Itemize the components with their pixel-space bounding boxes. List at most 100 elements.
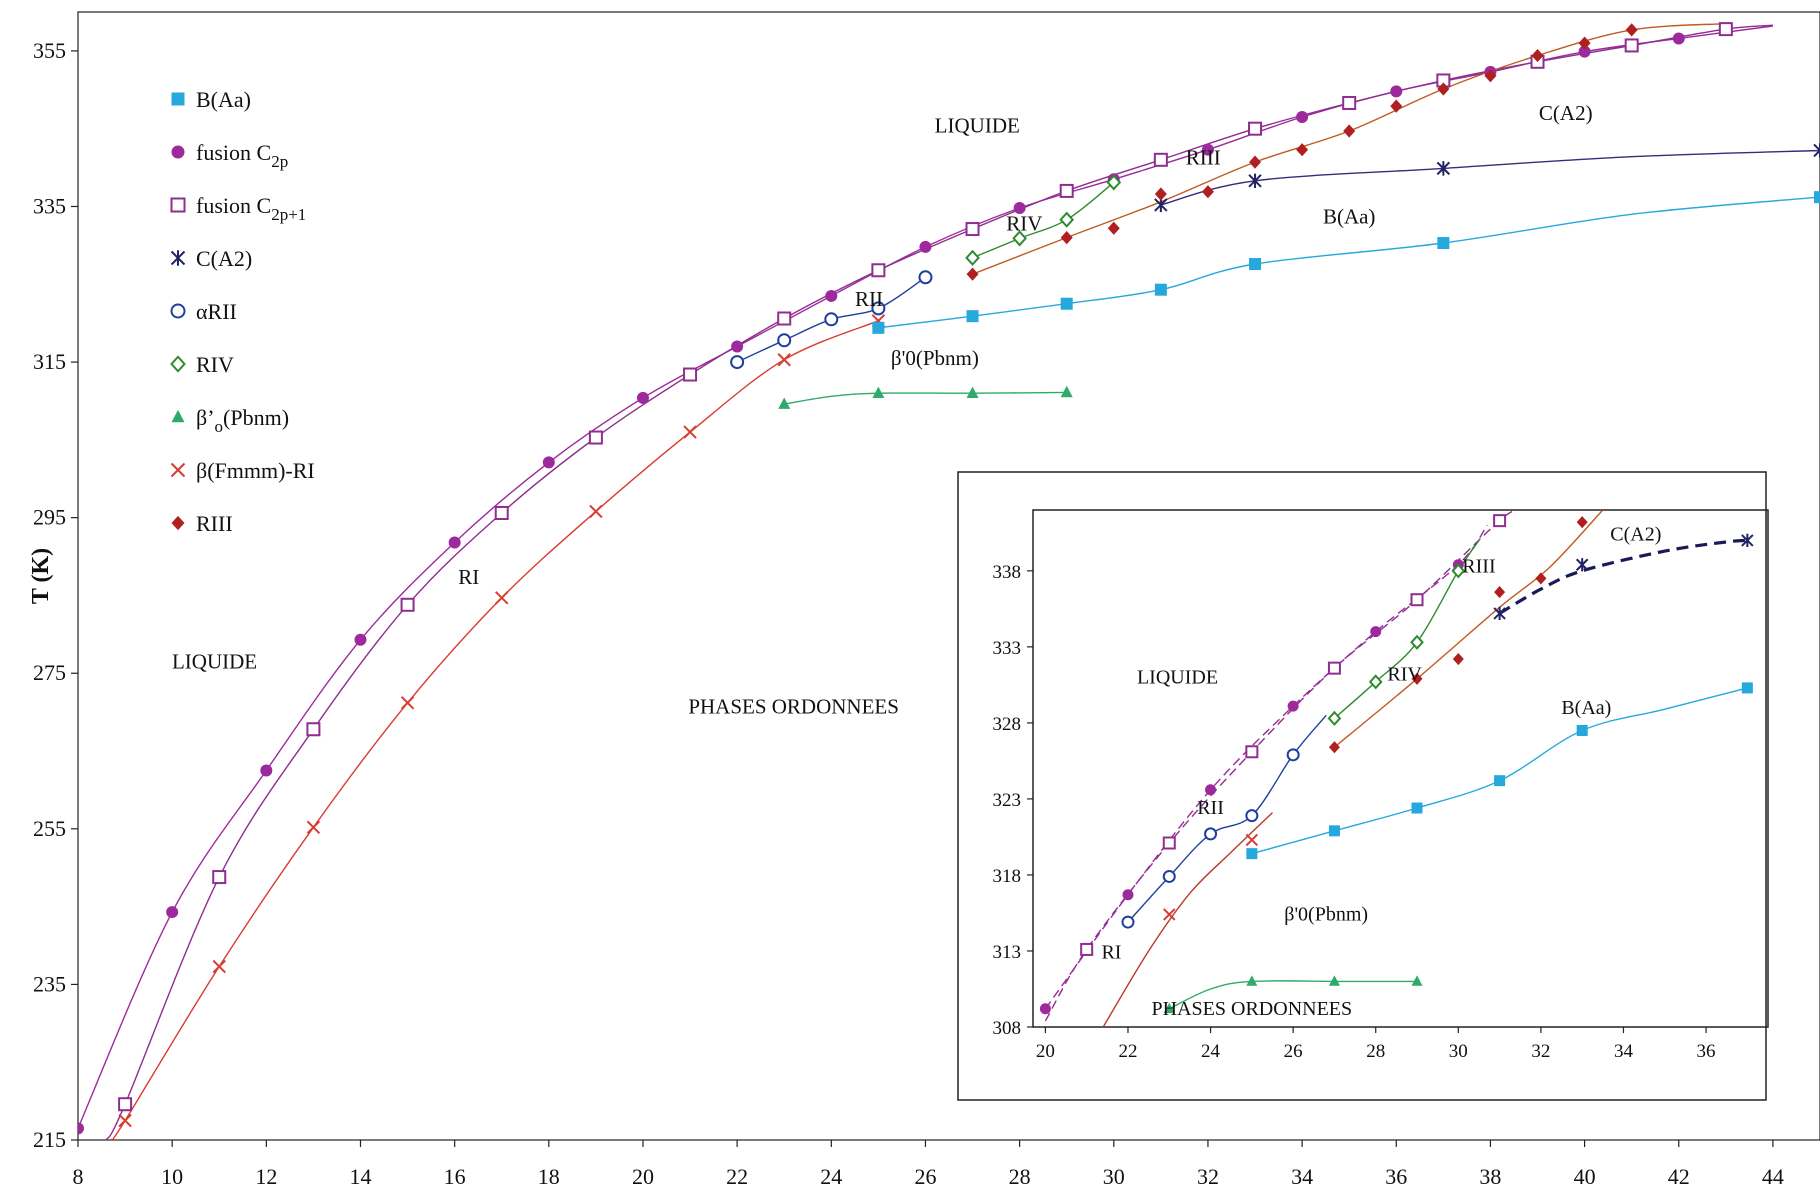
point-fusionEven (1039, 1003, 1051, 1015)
point-RII (1121, 915, 1135, 929)
point-fusionEven (1287, 700, 1299, 712)
point-RIII (1625, 23, 1638, 37)
x-tick-label: 14 (349, 1164, 371, 1189)
point-beta (966, 386, 979, 398)
point-fusionEven (1205, 784, 1217, 796)
annotation-label: RI (458, 565, 479, 589)
point-RI (118, 1113, 132, 1128)
y-tick-label: 295 (33, 505, 66, 530)
x-tick-label: 40 (1574, 1164, 1596, 1189)
point-RIV (1106, 174, 1122, 191)
annotation-label: β'0(Pbnm) (1284, 904, 1368, 926)
y-tick-label: 318 (993, 866, 1022, 887)
point-fusionOdd (1059, 183, 1074, 198)
point-fusionOdd (1248, 121, 1263, 136)
annotation-label: RIII (1186, 145, 1221, 169)
curve-RI (110, 320, 879, 1140)
legend-label-subscript: o (215, 417, 224, 436)
point-fusionOdd (306, 722, 321, 737)
point-B (1814, 191, 1820, 204)
point-B (1437, 237, 1450, 250)
x-tick-label: 10 (161, 1164, 183, 1189)
point-fusionOdd (1245, 745, 1259, 759)
annotation-label: B(Aa) (1323, 205, 1375, 229)
x-tick-label: 32 (1197, 1164, 1219, 1189)
point-C (1813, 143, 1820, 158)
point-B (872, 321, 885, 334)
y-tick-label: 323 (993, 790, 1022, 811)
point-beta (778, 397, 791, 409)
point-fusionOdd (1624, 38, 1639, 53)
point-RIII (1576, 516, 1588, 529)
x-tick-label: 36 (1697, 1041, 1716, 1062)
point-RIII (966, 267, 979, 281)
annotation-label: RIV (1006, 212, 1042, 236)
point-B (1328, 825, 1340, 837)
y-tick-label: 308 (993, 1018, 1022, 1039)
plot-frame (77, 11, 1820, 1141)
point-fusionEven (1578, 45, 1591, 58)
point-fusionEven (731, 340, 744, 353)
curve-RIII (1333, 510, 1604, 748)
point-B (1494, 775, 1506, 787)
point-RI (212, 959, 226, 974)
legend: B(Aa) fusion C2p fusion C2p+1 C(A2) αRII RIV β… (170, 87, 315, 536)
annotation-label: RIII (1462, 555, 1495, 577)
curve-beta (784, 391, 1067, 405)
point-RI (589, 504, 603, 519)
x-tick-label: 20 (1036, 1041, 1055, 1062)
curve-C (1498, 538, 1748, 615)
point-RII (918, 270, 933, 285)
point-C (1248, 173, 1262, 189)
annotation-label: B(Aa) (1561, 697, 1611, 719)
point-fusionEven (260, 764, 273, 777)
point-B (966, 310, 979, 323)
x-tick-label: 24 (820, 1164, 842, 1189)
point-fusionEven (1672, 32, 1685, 45)
point-fusionOdd (1718, 22, 1733, 37)
legend-marker-fusionEven (171, 145, 185, 159)
x-tick-label: 34 (1291, 1164, 1313, 1189)
point-B (1411, 802, 1423, 814)
point-RIII (1437, 82, 1450, 96)
curve-fusionEven (1044, 524, 1488, 1010)
curve-C (1160, 149, 1820, 206)
legend-label: RIV (196, 352, 234, 377)
point-fusionOdd (494, 505, 509, 520)
point-beta (872, 386, 885, 398)
point-fusionEven (542, 456, 555, 469)
point-RIII (1411, 672, 1423, 685)
point-RI (306, 820, 321, 834)
point-RII (1245, 809, 1259, 823)
annotation-label: RII (1197, 797, 1224, 819)
point-RIII (1484, 69, 1497, 83)
point-beta (1328, 975, 1340, 986)
x-tick-label: 32 (1531, 1041, 1550, 1062)
point-fusionEven (1013, 202, 1026, 215)
point-fusionEven (1122, 889, 1134, 901)
point-fusionEven (1201, 143, 1214, 156)
point-RIII (1531, 48, 1544, 63)
legend-marker-RIII (171, 515, 185, 531)
point-RII (1204, 827, 1218, 841)
x-tick-label: 38 (1479, 1164, 1501, 1189)
point-RIII (1535, 572, 1547, 585)
y-tick-label: 338 (993, 562, 1022, 583)
point-B (1249, 258, 1262, 271)
point-fusionOdd (1410, 593, 1424, 607)
point-RIV (965, 249, 980, 266)
point-fusionOdd (400, 597, 415, 612)
point-RIII (1107, 221, 1120, 235)
point-RII (824, 312, 839, 327)
point-fusionOdd (1080, 942, 1094, 956)
annotation-label: PHASES ORDONNEES (688, 695, 899, 719)
x-tick-label: 44 (1762, 1164, 1784, 1189)
point-RIV (1059, 211, 1075, 228)
y-tick-label: 313 (993, 942, 1022, 963)
point-RIII (1296, 143, 1309, 157)
annotation-label: C(A2) (1610, 523, 1661, 545)
y-tick-label: 355 (33, 38, 66, 63)
legend-marker-beta (171, 409, 185, 423)
point-RII (730, 355, 745, 370)
point-RIV (1368, 674, 1383, 690)
